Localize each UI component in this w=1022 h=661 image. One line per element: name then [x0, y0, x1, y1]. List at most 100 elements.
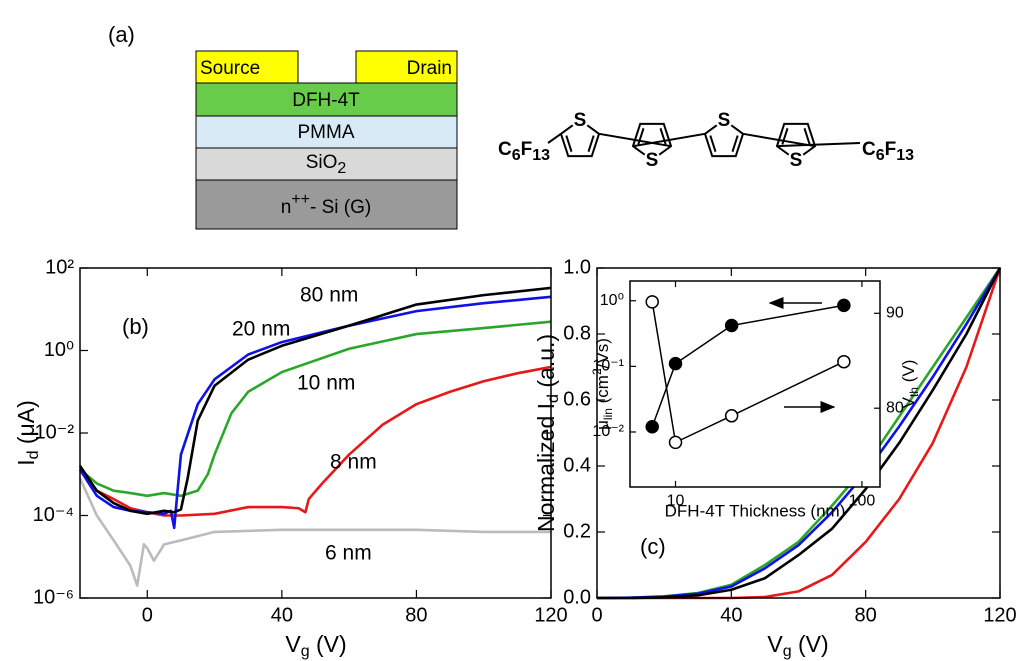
x-axis-label: Vg (V): [767, 631, 828, 660]
x-tick-label: 40: [720, 604, 742, 626]
sulfur-atom: S: [574, 110, 587, 131]
double-bond: [803, 128, 811, 145]
x-tick-label: 80: [405, 604, 427, 626]
molecule: [547, 111, 861, 169]
atom-bg: [643, 151, 661, 169]
bond: [742, 132, 816, 148]
x-tick-label: 0: [591, 604, 602, 626]
layer-pmma: [195, 115, 458, 149]
thiophene-ring: [559, 118, 601, 158]
x-tick-label: 80: [855, 604, 877, 626]
x-tick-label: 10: [667, 493, 685, 510]
bond: [598, 132, 672, 148]
inset-y-axis-label: μlin (cm2/Vs): [590, 338, 615, 430]
annotation: (c): [640, 534, 666, 559]
thiophene-ring: [703, 118, 745, 158]
thiophene-ring: [631, 122, 673, 162]
source-label: Source: [200, 58, 260, 79]
series-line: [651, 304, 845, 428]
layer-dfh4t: [195, 82, 458, 117]
source-electrode: [195, 50, 299, 84]
x-tick-label: 100: [849, 493, 876, 510]
marker: [668, 356, 683, 371]
inset-background: [630, 281, 880, 487]
layer-label: PMMA: [298, 122, 355, 143]
sulfur-atom: S: [718, 110, 731, 131]
layer-label: SiO2: [306, 152, 347, 177]
series-label: 80 nm: [300, 284, 358, 307]
marker: [837, 354, 851, 369]
y-tick-label: 10⁻²: [592, 423, 624, 440]
double-bond: [709, 135, 717, 152]
bond: [776, 142, 861, 148]
double-bond: [781, 128, 789, 145]
inset-y2-axis-label: Vth (V): [899, 360, 921, 409]
plot-frame: [596, 267, 1001, 599]
x-axis-label: Vg (V): [285, 631, 346, 660]
double-bond: [731, 135, 739, 152]
panel-label: (a): [108, 22, 135, 47]
x-tick-label: 0: [142, 604, 153, 626]
layer-si: [195, 179, 458, 230]
marker: [724, 318, 739, 333]
double-bond: [637, 128, 645, 145]
marker: [668, 435, 683, 450]
layer-label: DFH-4T: [292, 90, 360, 111]
drain-electrode: [355, 50, 458, 84]
series-label: 20 nm: [232, 318, 290, 341]
end-group: C6F13: [862, 139, 914, 164]
bond: [547, 133, 562, 144]
y-tick-label: 1.0: [563, 256, 591, 278]
y-tick-label: 0.2: [563, 520, 591, 542]
double-bond: [587, 135, 595, 152]
bond: [632, 132, 706, 148]
series-line: [79, 320, 552, 498]
atom-bg: [571, 111, 589, 129]
series-line: [78, 365, 552, 517]
series-label: 10 nm: [297, 372, 355, 395]
marker: [837, 298, 851, 313]
double-bond: [659, 128, 667, 145]
plot-frame: [629, 280, 881, 488]
x-tick-label: 40: [271, 604, 293, 626]
sulfur-atom: S: [646, 150, 659, 171]
series-line: [651, 301, 845, 444]
end-group: C6F13: [498, 139, 550, 164]
y-tick-label: 10⁰: [44, 339, 74, 361]
layer-label: n++- Si (G): [281, 191, 371, 218]
marker: [645, 420, 659, 434]
y-tick-label: 0.6: [563, 388, 591, 410]
y-tick-label: 10⁻⁴: [33, 504, 74, 526]
series-line: [78, 295, 552, 530]
x-tick-label: 120: [983, 604, 1016, 626]
annotation: (b): [122, 314, 149, 339]
double-bond: [565, 135, 573, 152]
marker: [724, 409, 739, 423]
drain-label: Drain: [407, 58, 452, 79]
y-axis-label: Id (μA): [13, 400, 42, 466]
y-axis-label: Normalized Id (a.u.): [533, 334, 562, 532]
y-tick-label: 10⁻⁶: [33, 586, 74, 608]
plot-frame: [79, 267, 552, 599]
y-tick-label: 10⁻¹: [592, 358, 624, 375]
inset-x-axis-label: DFH-4T Thickness (nm): [665, 501, 846, 520]
series-line: [78, 477, 551, 587]
sulfur-atom: S: [790, 150, 803, 171]
y2-tick-label: 90: [886, 304, 904, 321]
atom-bg: [715, 111, 733, 129]
y-tick-label: 0.0: [563, 586, 591, 608]
x-tick-label: 120: [534, 604, 567, 626]
marker: [645, 295, 659, 309]
y2-tick-label: 80: [886, 399, 904, 416]
thiophene-ring: [775, 122, 817, 162]
y-tick-label: 10²: [45, 256, 74, 278]
y-tick-label: 0.8: [563, 322, 591, 344]
series-label: 8 nm: [330, 451, 377, 474]
atom-bg: [787, 151, 805, 169]
y-tick-label: 10⁰: [600, 292, 624, 309]
series-line: [78, 286, 552, 516]
y-tick-label: 10⁻²: [35, 421, 75, 443]
y-tick-label: 0.4: [563, 454, 591, 476]
